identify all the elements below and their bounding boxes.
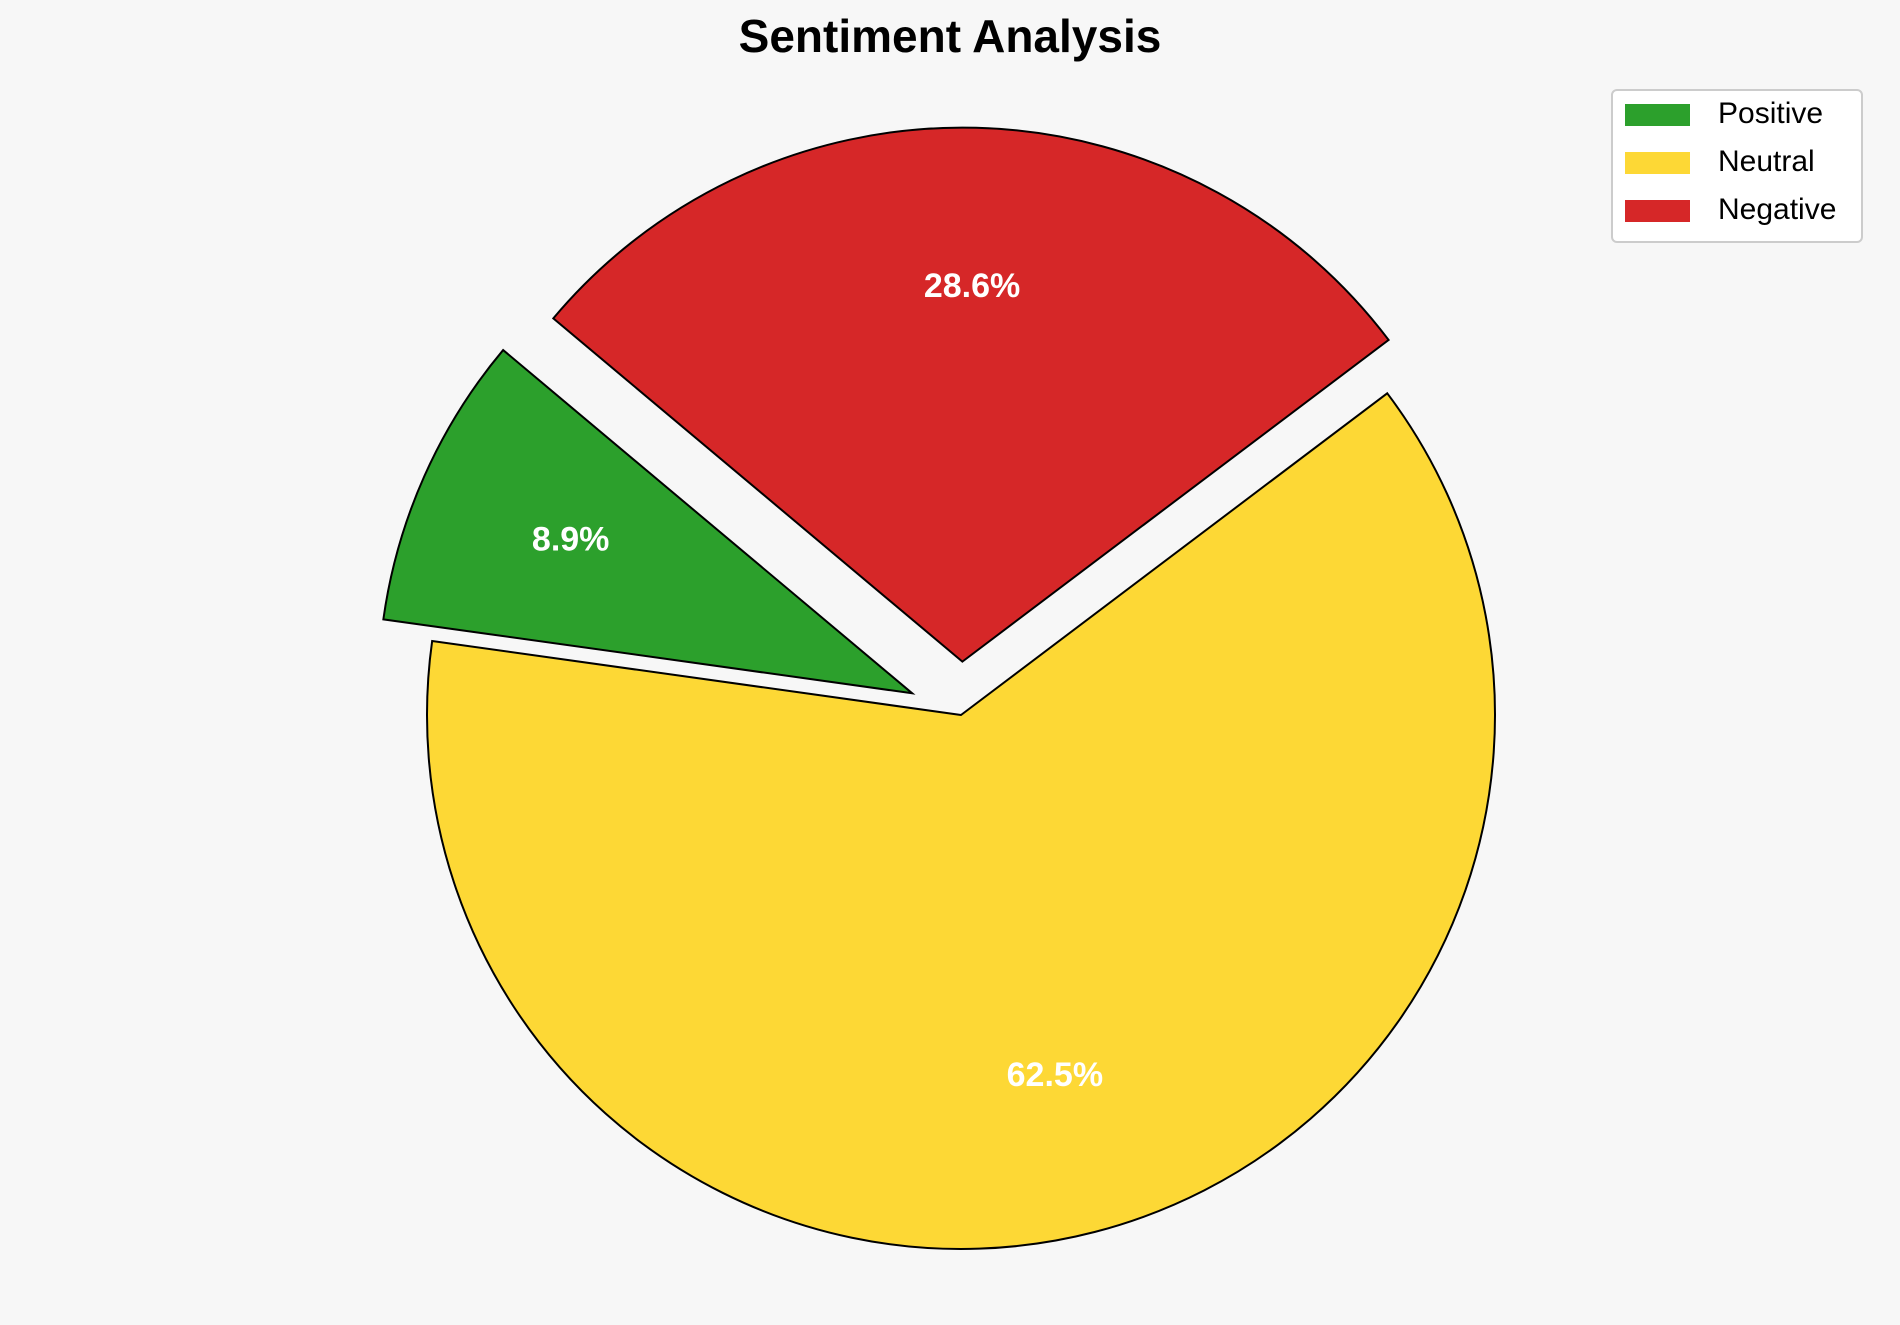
value-label: 62.5% [1007,1056,1103,1094]
chart-title: Sentiment Analysis [739,10,1162,62]
value-label: 28.6% [924,267,1020,305]
legend-swatch [1625,152,1690,174]
legend-swatch [1625,200,1690,222]
legend: Positive Neutral Negative [1611,89,1863,243]
legend-label: Positive [1718,97,1823,130]
legend-label: Neutral [1718,145,1815,178]
pie-wedge [382,348,916,695]
pie-wedge [551,126,1391,663]
pie-wedge [426,391,1496,1250]
legend-swatch [1625,104,1690,126]
value-label: 8.9% [532,520,610,558]
legend-label: Negative [1718,193,1836,226]
